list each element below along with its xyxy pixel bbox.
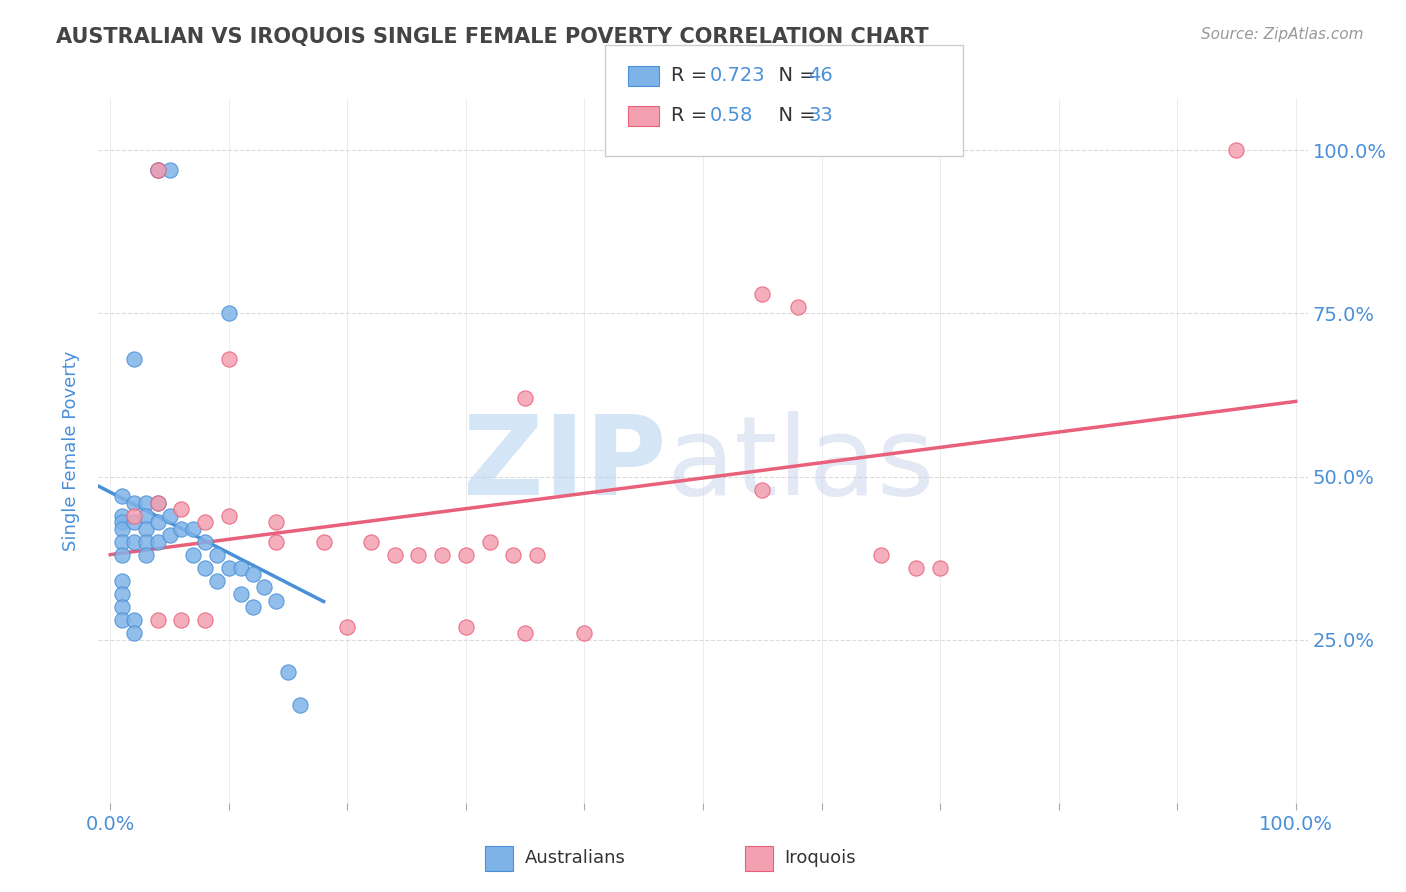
Point [111, 600, 134, 615]
Point [146, 162, 169, 177]
Point [526, 548, 548, 562]
Point [146, 496, 169, 510]
Point [111, 587, 134, 601]
Point [205, 548, 228, 562]
Point [111, 508, 134, 523]
Text: N =: N = [766, 106, 823, 126]
Text: R =: R = [671, 106, 713, 126]
Point [229, 587, 252, 601]
Point [159, 508, 181, 523]
Point [122, 613, 145, 627]
Point [454, 620, 477, 634]
Text: 33: 33 [808, 106, 834, 126]
Point [218, 352, 240, 367]
Point [111, 574, 134, 588]
Point [205, 574, 228, 588]
Point [146, 515, 169, 529]
Point [218, 508, 240, 523]
Text: Australians: Australians [524, 849, 626, 867]
Point [146, 496, 169, 510]
Point [264, 534, 287, 549]
Point [751, 286, 773, 301]
Point [194, 561, 217, 575]
Point [288, 698, 311, 712]
Point [122, 515, 145, 529]
Point [242, 567, 264, 582]
Point [786, 300, 808, 314]
Point [135, 534, 157, 549]
Text: 0.723: 0.723 [710, 66, 766, 86]
Point [146, 162, 169, 177]
Point [218, 306, 240, 320]
Point [1225, 144, 1247, 158]
Point [122, 496, 145, 510]
Text: Source: ZipAtlas.com: Source: ZipAtlas.com [1201, 27, 1364, 42]
Point [170, 522, 193, 536]
Point [122, 508, 145, 523]
Point [146, 162, 169, 177]
Point [264, 515, 287, 529]
Point [159, 528, 181, 542]
Text: R =: R = [671, 66, 713, 86]
Point [264, 593, 287, 607]
Y-axis label: Single Female Poverty: Single Female Poverty [62, 351, 80, 550]
Point [181, 548, 204, 562]
Point [135, 496, 157, 510]
Point [312, 534, 335, 549]
Point [515, 391, 537, 405]
Point [135, 508, 157, 523]
Point [135, 522, 157, 536]
Text: AUSTRALIAN VS IROQUOIS SINGLE FEMALE POVERTY CORRELATION CHART: AUSTRALIAN VS IROQUOIS SINGLE FEMALE POV… [56, 27, 929, 46]
Point [111, 548, 134, 562]
Point [905, 561, 928, 575]
Point [515, 626, 537, 640]
Point [277, 665, 299, 680]
Point [229, 561, 252, 575]
Point [408, 548, 430, 562]
Point [336, 620, 359, 634]
Text: ZIP: ZIP [464, 411, 666, 518]
Point [135, 548, 157, 562]
Point [242, 600, 264, 615]
Point [170, 502, 193, 516]
Text: atlas: atlas [666, 411, 935, 518]
Point [111, 613, 134, 627]
Point [181, 522, 204, 536]
Text: N =: N = [766, 66, 823, 86]
Point [111, 515, 134, 529]
Point [111, 534, 134, 549]
Point [253, 581, 276, 595]
Point [478, 534, 501, 549]
Point [111, 522, 134, 536]
Point [218, 561, 240, 575]
Point [869, 548, 891, 562]
Point [194, 613, 217, 627]
Point [146, 534, 169, 549]
Point [194, 534, 217, 549]
Point [122, 534, 145, 549]
Point [929, 561, 952, 575]
Point [384, 548, 406, 562]
Point [454, 548, 477, 562]
Point [170, 613, 193, 627]
Point [111, 489, 134, 503]
Point [194, 515, 217, 529]
Text: 0.58: 0.58 [710, 106, 754, 126]
Point [502, 548, 524, 562]
Point [751, 483, 773, 497]
Point [146, 613, 169, 627]
Point [122, 352, 145, 367]
Text: Iroquois: Iroquois [785, 849, 856, 867]
Point [574, 626, 596, 640]
Point [432, 548, 454, 562]
Point [360, 534, 382, 549]
Point [122, 626, 145, 640]
Point [159, 162, 181, 177]
Text: 46: 46 [808, 66, 834, 86]
